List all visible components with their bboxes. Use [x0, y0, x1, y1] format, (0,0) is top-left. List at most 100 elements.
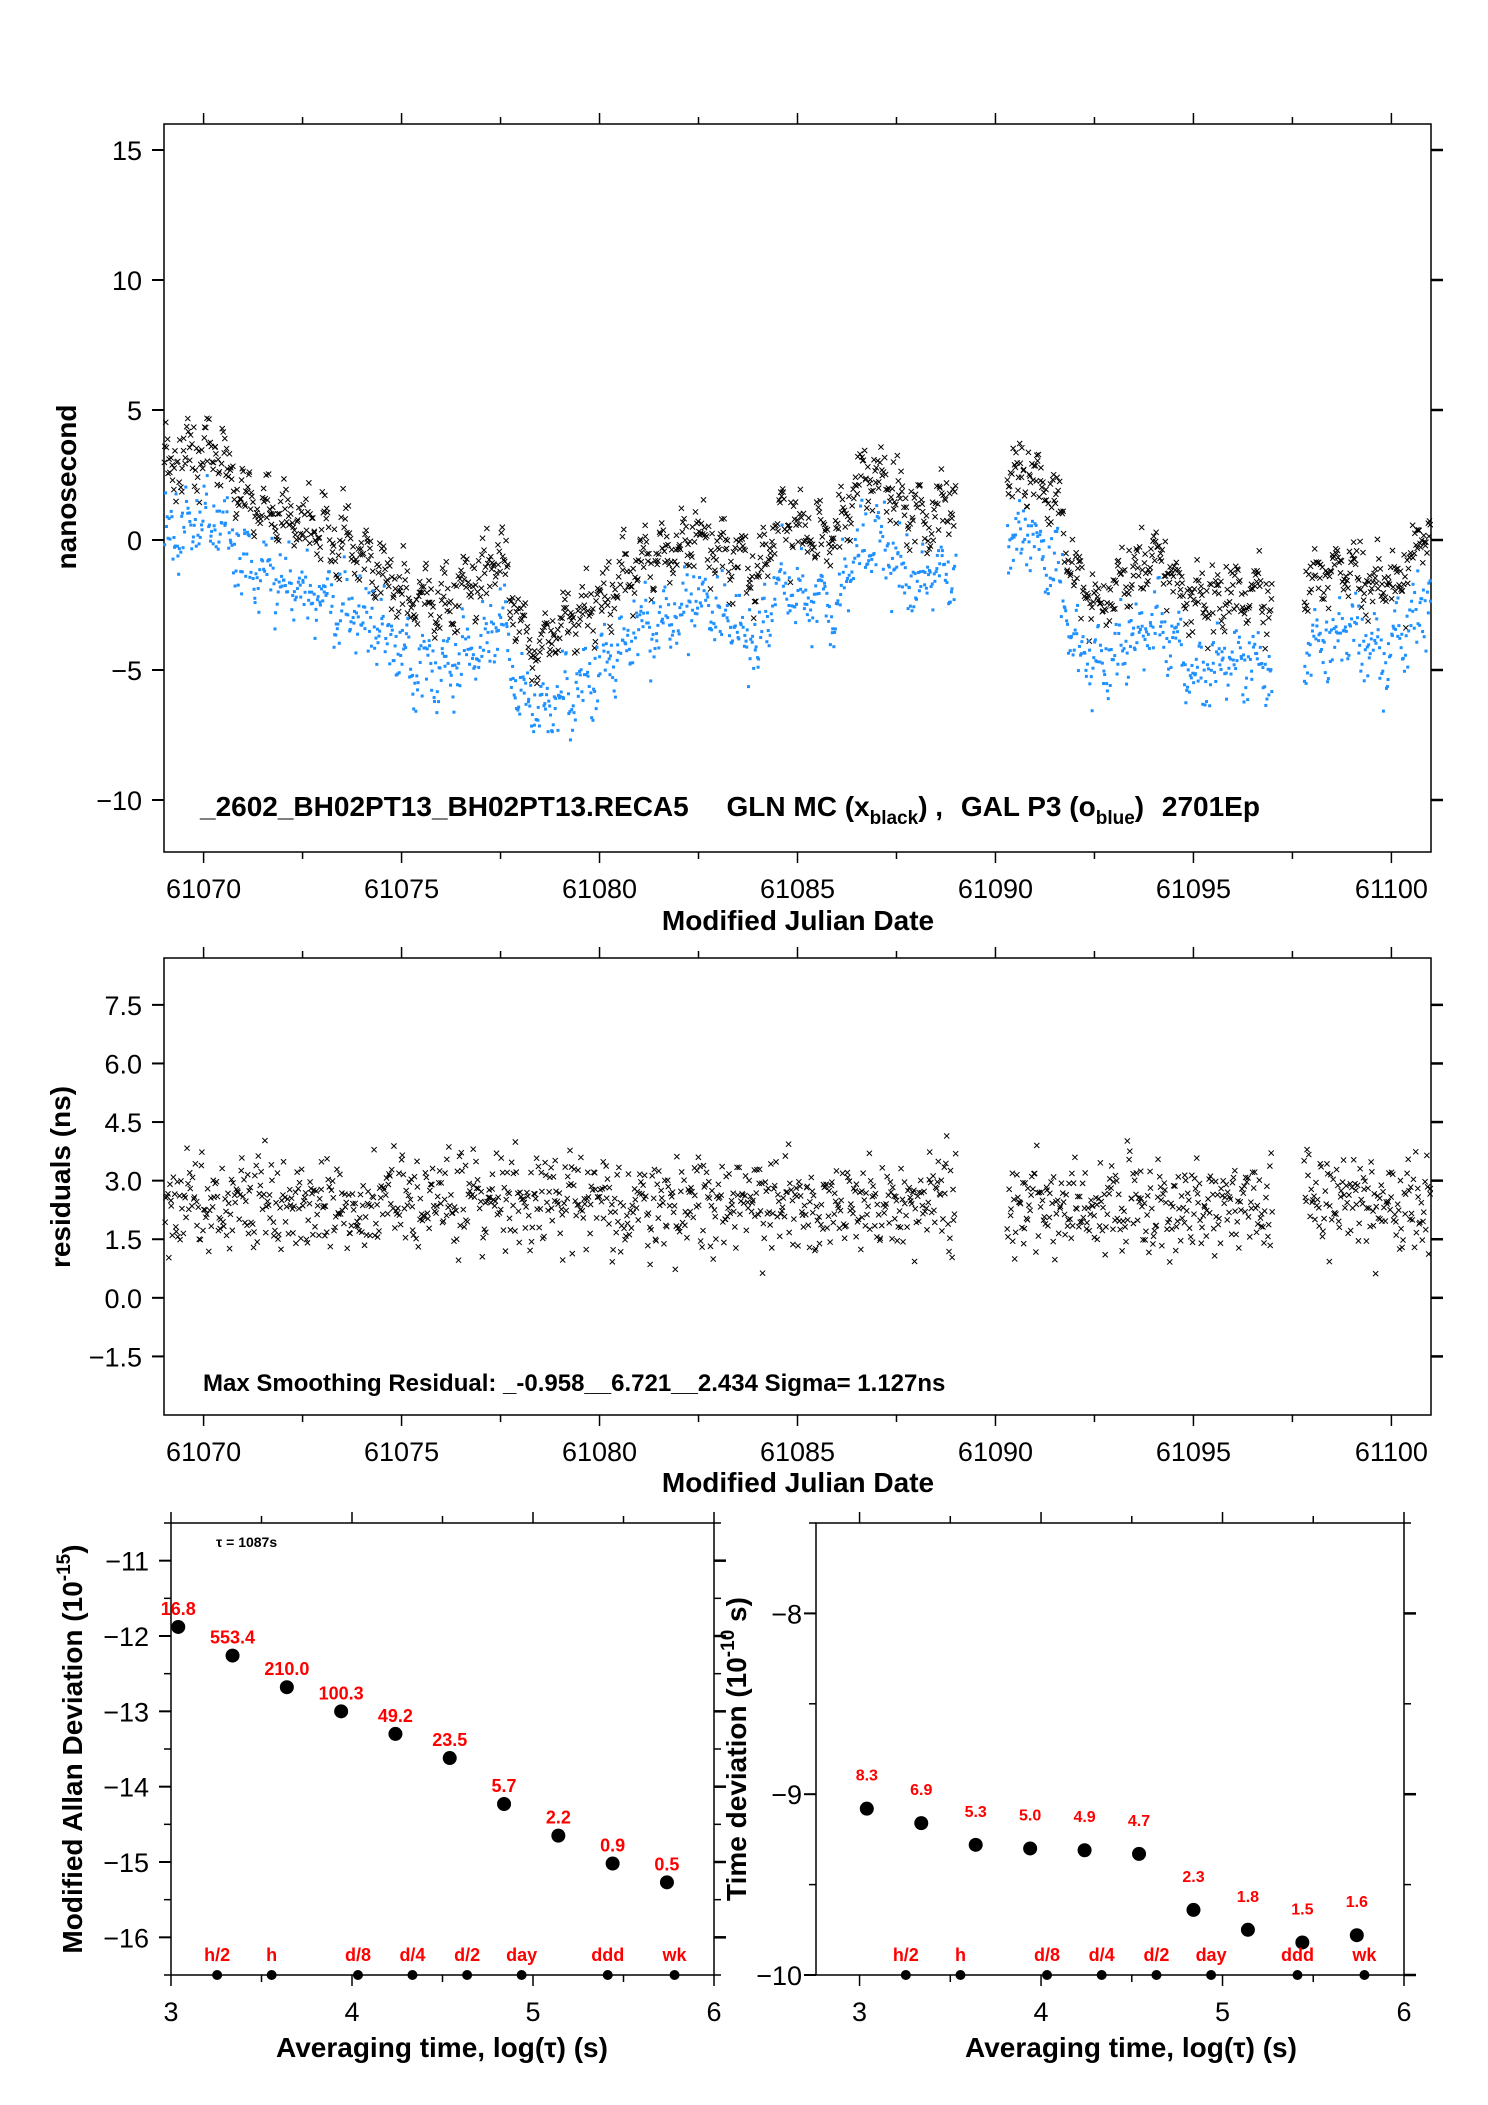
data-point: [632, 599, 636, 603]
data-point: [170, 515, 174, 519]
data-point: [626, 628, 630, 632]
data-point: [628, 1225, 635, 1231]
data-point: [194, 1222, 200, 1229]
data-point: [861, 1197, 868, 1204]
data-point: [411, 673, 415, 677]
data-point: [1009, 1238, 1016, 1245]
data-point: [1014, 1194, 1021, 1201]
x-tick-label: 61095: [1156, 1437, 1231, 1467]
interval-label: d/8: [1034, 1945, 1060, 1965]
data-point: [694, 599, 698, 603]
data-point: [1121, 1208, 1127, 1215]
y-tick-label: 5: [127, 396, 142, 426]
data-point: [890, 506, 897, 513]
data-point: [835, 525, 842, 532]
data-point: [168, 1202, 175, 1209]
data-point: [198, 446, 205, 453]
data-point: [695, 1154, 702, 1161]
data-point: [447, 1191, 454, 1198]
data-point: [788, 609, 792, 613]
data-point: [451, 664, 455, 668]
data-point: [1397, 568, 1404, 575]
data-point: [915, 1218, 922, 1225]
data-point: [340, 1220, 347, 1227]
data-point: [426, 1187, 433, 1194]
data-point: [1056, 478, 1063, 485]
data-point: [1336, 639, 1340, 643]
data-point: [481, 600, 485, 604]
data-point: [886, 1219, 893, 1226]
data-point: [1328, 1216, 1335, 1223]
data-point: [758, 1180, 765, 1187]
data-point: [644, 558, 651, 565]
data-point: [767, 644, 771, 648]
data-point: [1125, 590, 1132, 597]
data-point: [892, 501, 899, 508]
data-point: [1062, 550, 1069, 557]
data-point: [1361, 1178, 1368, 1185]
data-point: [560, 589, 566, 596]
data-point: [409, 667, 413, 671]
data-point: [1149, 552, 1156, 559]
data-point: [715, 1181, 722, 1188]
data-point: [1173, 559, 1180, 566]
data-point: [877, 1235, 884, 1242]
data-point: [244, 574, 248, 578]
data-point: [706, 564, 713, 571]
data-point: [1408, 1210, 1415, 1217]
data-point: [345, 502, 352, 509]
data-label: 6.9: [910, 1782, 932, 1799]
data-point: [550, 730, 554, 734]
data-point: [1043, 497, 1050, 504]
data-point: [678, 613, 682, 617]
data-point: [1256, 631, 1260, 635]
data-point: [1380, 589, 1387, 596]
data-point: [1358, 643, 1362, 647]
data-point: [294, 1169, 301, 1176]
data-point: [311, 529, 318, 536]
data-point: [655, 632, 659, 636]
data-point: [611, 1195, 618, 1202]
data-point: [671, 1202, 678, 1209]
data-point: [705, 1178, 712, 1185]
data-point: [582, 648, 586, 652]
data-point: [1171, 1183, 1178, 1190]
data-point: [785, 522, 792, 529]
data-point: [1308, 643, 1312, 647]
interval-marker: [407, 1970, 418, 1980]
data-point: [1034, 457, 1041, 464]
data-point: [727, 1210, 734, 1217]
data-point: [1148, 621, 1152, 625]
data-point: [1414, 608, 1418, 612]
data-point: [640, 564, 647, 571]
data-point: [1331, 561, 1338, 568]
data-point: [416, 578, 423, 585]
data-point: [1337, 1193, 1344, 1200]
data-point: [1420, 1218, 1426, 1225]
data-point: [919, 1202, 926, 1209]
data-point: [578, 673, 582, 677]
data-label: 49.2: [378, 1706, 413, 1726]
data-point: [497, 568, 504, 575]
data-point: [1032, 545, 1036, 549]
data-point: [693, 611, 697, 615]
data-point: [501, 1184, 508, 1191]
data-point: [404, 646, 408, 650]
data-point: [471, 653, 475, 657]
data-point: [1369, 637, 1373, 641]
data-point: [297, 1235, 304, 1242]
data-point: [867, 559, 871, 563]
data-point: [787, 499, 794, 506]
data-point: [343, 570, 347, 574]
data-point: [870, 569, 874, 573]
data-point: [180, 514, 184, 518]
data-point: [943, 578, 947, 582]
data-point: [889, 1235, 896, 1242]
data-point: [437, 700, 441, 704]
data-point: [1059, 580, 1063, 584]
data-point: [551, 723, 555, 727]
data-point: [579, 1207, 586, 1214]
data-point: [652, 655, 656, 659]
data-point: [357, 1191, 364, 1198]
data-point: [255, 576, 259, 580]
